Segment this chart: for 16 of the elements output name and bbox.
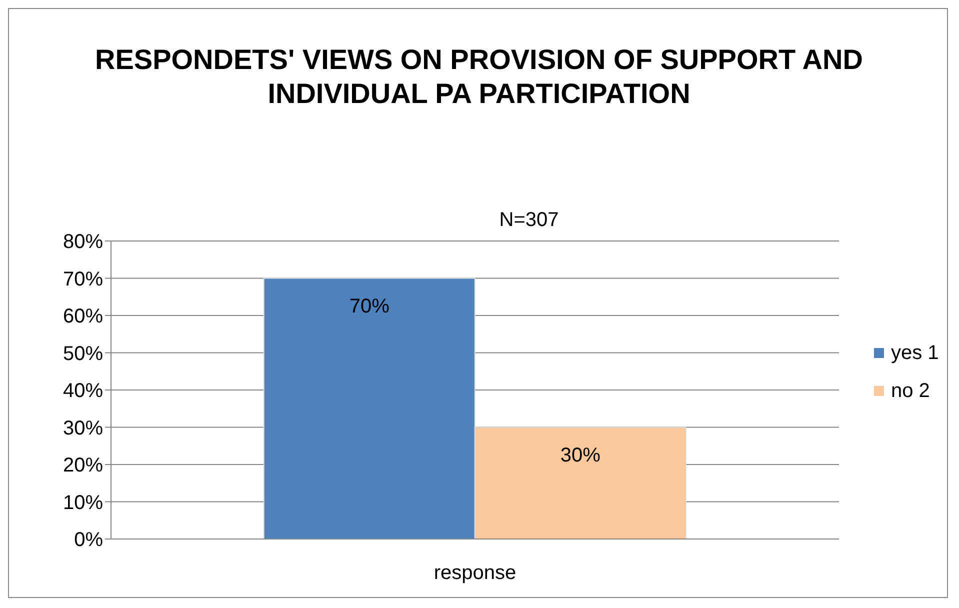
y-tick-label: 70% xyxy=(62,268,104,290)
y-tick-label: 20% xyxy=(62,454,104,477)
data-label: 70% xyxy=(349,295,390,318)
y-tick-label: 80% xyxy=(62,231,104,254)
text: N=307 xyxy=(498,209,560,232)
data-label: 30% xyxy=(560,444,601,466)
y-tick-label: 10% xyxy=(62,492,104,514)
y-tick-label: 30% xyxy=(62,417,104,440)
legend-label: yes 1 xyxy=(890,340,939,366)
x-tick-label: response xyxy=(434,562,516,584)
y-tick-label: 0% xyxy=(74,529,104,552)
legend-label: no 2 xyxy=(890,378,931,404)
y-tick-label: 50% xyxy=(62,342,104,365)
chart-title: RESPONDETS' VIEWS ON PROVISION OF SUPPORT AND INDIVIDUAL PA PARTICIPATION xyxy=(94,43,864,111)
y-tick-label: 40% xyxy=(62,380,104,402)
y-tick-label: 60% xyxy=(62,306,104,328)
